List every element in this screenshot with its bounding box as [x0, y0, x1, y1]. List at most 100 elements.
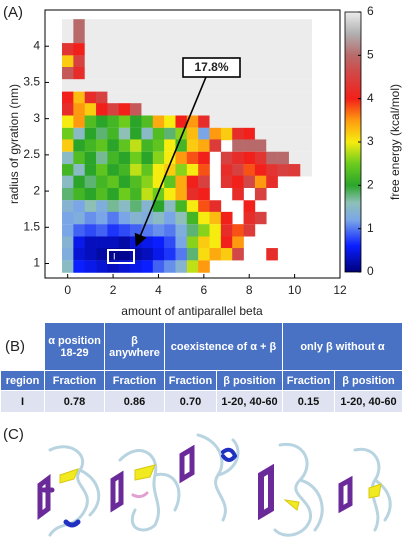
heatmap-cell	[84, 19, 97, 32]
heatmap-cell	[164, 79, 176, 92]
heatmap-cell	[209, 200, 222, 213]
colorbar-tick-label: 6	[367, 4, 374, 18]
heatmap-cell	[107, 224, 120, 237]
heatmap-cell	[220, 211, 233, 225]
heatmap-cell	[209, 248, 222, 261]
heatmap-cell	[232, 43, 244, 56]
heatmap-cell	[84, 43, 97, 56]
table-cell: (B)	[0, 322, 45, 371]
heatmap-cell	[209, 211, 222, 225]
heatmap-cell	[141, 19, 154, 32]
heatmap-cell	[186, 91, 199, 104]
x-tick-label: 6	[201, 283, 208, 297]
y-tick-label: 2	[33, 183, 40, 197]
table-cell: α position 18-29	[44, 322, 105, 371]
heatmap-cell	[164, 139, 176, 152]
heatmap-cell	[277, 127, 290, 141]
heatmap-cell	[130, 175, 142, 188]
heatmap-cell	[266, 55, 278, 68]
heatmap-cell	[186, 151, 199, 165]
heatmap-cell	[62, 236, 74, 249]
heatmap-cell	[141, 127, 154, 141]
heatmap-cell	[73, 224, 86, 237]
heatmap-cell	[254, 211, 267, 225]
heatmap-cell	[232, 127, 244, 141]
results-table: (B) α position 18-29 β anywhere coexistence…	[0, 322, 404, 413]
heatmap-cell	[288, 66, 301, 80]
molecule	[179, 433, 240, 522]
heatmap-cell	[300, 115, 312, 128]
heatmap-cell	[130, 164, 142, 177]
heatmap-cell	[175, 200, 188, 213]
heatmap-cell	[254, 66, 267, 80]
table-cell: 0.70	[164, 390, 217, 413]
heatmap-cell	[107, 43, 120, 56]
heatmap-cell	[186, 187, 199, 201]
heatmap-cell	[175, 224, 188, 237]
heatmap-cell	[130, 248, 142, 261]
heatmap-cell	[84, 260, 97, 273]
heatmap-cell	[254, 175, 267, 188]
heatmap-cell	[164, 211, 176, 225]
heatmap-cell	[175, 236, 188, 249]
heatmap-cell	[186, 200, 199, 213]
heatmap-cell	[254, 19, 267, 32]
heatmap-cell	[107, 139, 120, 152]
heatmap-cell	[209, 115, 222, 128]
region-box	[107, 249, 135, 264]
heatmap-cell	[232, 91, 244, 104]
heatmap-cell	[130, 103, 142, 116]
heatmap-cell	[62, 164, 74, 177]
heatmap-cell	[186, 224, 199, 237]
heatmap-cell	[164, 260, 176, 273]
x-tick-label: 4	[155, 283, 162, 297]
heatmap-cell	[130, 91, 142, 104]
heatmap-cell	[141, 43, 154, 56]
heatmap-cell	[73, 164, 86, 177]
heatmap-cell	[266, 66, 278, 80]
heatmap-cell	[243, 91, 256, 104]
heatmap-cell	[186, 164, 199, 177]
heatmap-cell	[243, 139, 256, 152]
molecule	[258, 442, 324, 537]
heatmap-cell	[254, 115, 267, 128]
heatmap-cell	[288, 115, 301, 128]
heatmap-cell	[84, 164, 97, 177]
heatmap-cell	[62, 43, 74, 56]
heatmap-cell	[266, 43, 278, 56]
heatmap-cell	[107, 164, 120, 177]
heatmap-cell	[198, 187, 210, 201]
heatmap-cell	[254, 164, 267, 177]
y-tick-label: 3	[33, 111, 40, 125]
panel-label: (A)	[3, 4, 23, 21]
heatmap-cell	[175, 211, 188, 225]
heatmap-cell	[96, 91, 108, 104]
heatmap-cell	[96, 175, 108, 188]
heatmap-cell	[288, 30, 301, 44]
heatmap-cell	[62, 200, 74, 213]
heatmap-cell	[220, 224, 233, 237]
heatmap-cell	[300, 103, 312, 116]
heatmap-cell	[198, 19, 210, 32]
heatmap-cell	[84, 139, 97, 152]
heatmap-cell	[107, 260, 120, 273]
heatmap-cell	[243, 224, 256, 237]
heatmap-cell	[130, 187, 142, 201]
heatmap-cell	[254, 43, 267, 56]
heatmap-cell	[141, 236, 154, 249]
heatmap-cell	[288, 127, 301, 141]
heatmap-cell	[232, 139, 244, 152]
heatmap-cell	[107, 55, 120, 68]
heatmap-cell	[73, 236, 86, 249]
heatmap-cell	[152, 211, 165, 225]
heatmap-cell	[198, 211, 210, 225]
heatmap-cell	[186, 139, 199, 152]
colorbar-tick-label: 1	[367, 221, 374, 235]
region-label: I	[113, 251, 116, 261]
heatmap-cell	[130, 43, 142, 56]
heatmap-cell	[186, 43, 199, 56]
heatmap-cell	[288, 103, 301, 116]
heatmap-cell	[152, 79, 165, 92]
heatmap-cell	[164, 187, 176, 201]
